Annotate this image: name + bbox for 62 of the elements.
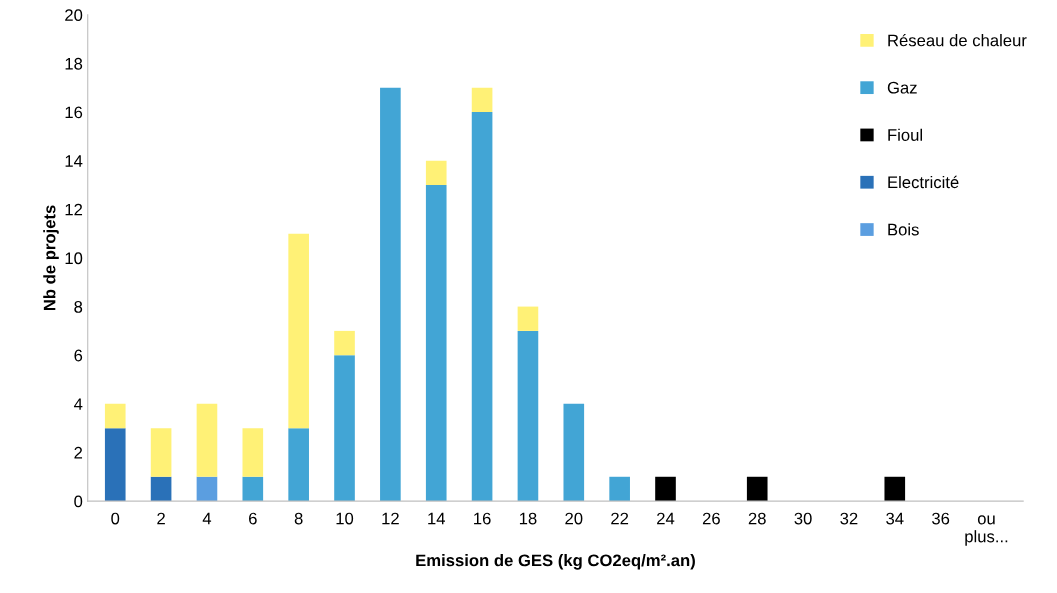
bar	[150, 476, 172, 502]
bar	[517, 306, 539, 331]
x-tick-label: 4	[202, 512, 212, 525]
legend-label: Electricité	[888, 175, 959, 189]
bar	[196, 403, 218, 477]
x-tick-label: 34	[886, 512, 904, 525]
x-tick-label: 18	[519, 512, 537, 525]
y-tick-label: 0	[74, 495, 83, 508]
bar	[242, 428, 264, 477]
bar	[196, 476, 218, 502]
x-tick-label: 22	[611, 512, 629, 525]
x-tick-label: 26	[702, 512, 720, 525]
y-tick-label: 10	[65, 252, 83, 265]
x-tick-label: 36	[932, 512, 950, 525]
y-tick-label: 18	[65, 57, 83, 70]
bar	[104, 403, 126, 429]
legend-label: Réseau de chaleur	[888, 33, 1027, 47]
bar	[655, 476, 676, 502]
bar	[288, 233, 309, 429]
x-tick-label: ou plus...	[965, 515, 1008, 546]
legend-label: Gaz	[887, 81, 917, 94]
x-axis-title: Emission de GES (kg CO2eq/m².an)	[416, 554, 695, 570]
y-tick-label: 6	[74, 349, 83, 362]
x-tick-label: 10	[336, 512, 354, 525]
bar	[517, 330, 539, 502]
y-tick-label: 4	[73, 398, 83, 410]
x-tick-label: 2	[157, 512, 165, 525]
x-tick-label: 16	[474, 512, 491, 525]
legend-label: Bois	[888, 223, 919, 236]
bar	[334, 330, 355, 356]
y-tick-label: 12	[65, 203, 83, 216]
y-tick-label: 2	[74, 446, 83, 459]
x-tick-label: 30	[794, 512, 812, 525]
x-tick-label: 32	[840, 512, 858, 525]
bar	[380, 87, 401, 502]
bar	[334, 355, 355, 502]
y-tick-label: 14	[65, 155, 83, 167]
y-tick-label: 16	[65, 106, 83, 119]
bar	[563, 403, 585, 502]
bar	[746, 476, 768, 502]
bar	[609, 476, 630, 502]
x-tick-label: 8	[294, 512, 303, 525]
y-tick-label: 20	[65, 9, 83, 22]
bar	[884, 476, 906, 502]
bar	[471, 112, 493, 502]
bar	[104, 428, 126, 502]
bar	[242, 476, 264, 502]
bar	[425, 160, 447, 186]
y-tick-label: 8	[74, 300, 83, 313]
legend-label: Fioul	[888, 128, 922, 141]
x-tick-label: 24	[657, 512, 675, 525]
bar	[150, 428, 172, 477]
y-axis-title: Nb de projets	[43, 205, 59, 311]
x-tick-label: 28	[748, 512, 766, 525]
x-tick-label: 14	[428, 512, 446, 525]
x-tick-label: 12	[382, 512, 399, 525]
bar	[425, 185, 447, 502]
x-tick-label: 0	[111, 512, 120, 525]
bar	[471, 87, 493, 113]
x-tick-label: 6	[249, 512, 257, 525]
x-tick-label: 20	[565, 512, 583, 525]
bar	[288, 428, 309, 502]
